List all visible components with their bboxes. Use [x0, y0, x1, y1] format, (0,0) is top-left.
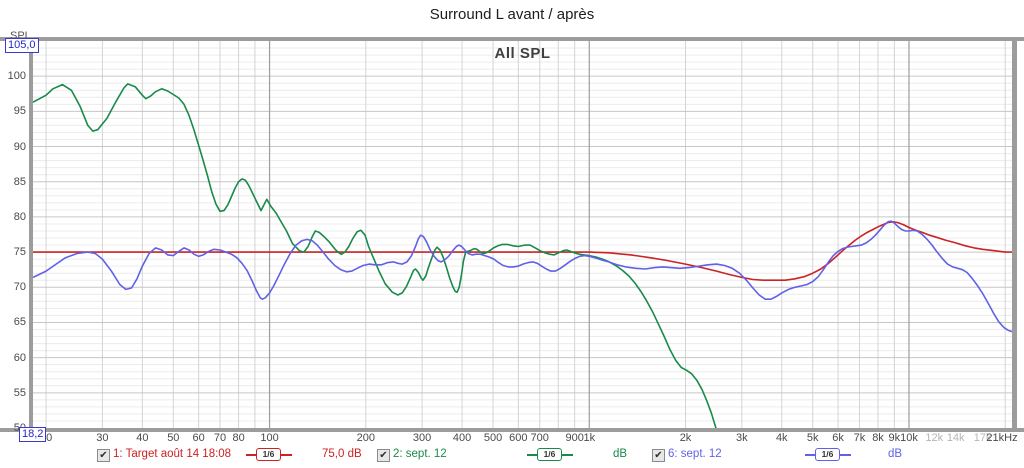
x-tick-label: 17k	[973, 432, 992, 444]
trace-line-sample: 1/6	[246, 448, 292, 462]
trace-3	[33, 220, 1012, 333]
trace-label: 2: sept. 12	[393, 448, 447, 460]
x-tick-label: 7k	[853, 432, 866, 444]
x-tick-label: 600	[509, 432, 528, 444]
smoothing-box[interactable]: 1/6	[256, 448, 281, 461]
x-tick-label: 100	[260, 432, 279, 444]
trace-value: dB	[613, 448, 628, 460]
trace-line-sample: 1/6	[527, 448, 573, 462]
smoothing-box[interactable]: 1/6	[815, 448, 840, 461]
x-tick-label: 300	[412, 432, 432, 444]
trace-value: dB	[888, 448, 903, 460]
x-tick-label: 6k	[832, 432, 844, 444]
x-tick-label: 14k	[946, 432, 965, 444]
y-tick-label: 55	[13, 386, 26, 399]
x-tick-label: 400	[452, 432, 472, 444]
y-tick-label: 60	[13, 351, 26, 364]
x-tick-label: 700	[530, 432, 549, 444]
y-tick-label: 90	[13, 140, 26, 153]
y-tick-label: 95	[13, 105, 26, 118]
trace-checkbox[interactable]: ✔	[97, 449, 110, 462]
x-axis-min-input[interactable]: 18,2	[19, 427, 47, 442]
trace-2	[33, 83, 717, 428]
x-tick-label: 10k	[900, 432, 918, 444]
x-tick-label: 8k	[872, 432, 884, 444]
x-tick-label: 12k	[925, 432, 944, 444]
x-tick-label: 40	[136, 432, 149, 444]
x-tick-label: 2k	[679, 432, 692, 444]
x-tick-label: 1k	[583, 432, 596, 444]
x-tick-label: 60	[192, 432, 205, 444]
trace-checkbox[interactable]: ✔	[377, 449, 390, 462]
trace-1	[33, 221, 1012, 281]
trace-label: 6: sept. 12	[668, 448, 722, 460]
x-tick-label: 900	[565, 432, 584, 444]
x-tick-label: 4k	[775, 432, 788, 444]
x-tick-label: 9k	[888, 432, 901, 444]
y-tick-label: 80	[13, 210, 26, 223]
chart-title: All SPL	[494, 45, 551, 62]
y-tick-label: 70	[13, 281, 26, 294]
page-title: Surround L avant / après	[429, 6, 595, 23]
x-tick-label: 80	[232, 432, 245, 444]
y-tick-label: 75	[13, 246, 26, 259]
x-tick-label: 3k	[736, 432, 748, 444]
x-tick-label: 30	[96, 432, 109, 444]
smoothing-box[interactable]: 1/6	[537, 448, 562, 461]
plot-area	[33, 41, 1012, 428]
trace-label: 1: Target août 14 18:08	[113, 448, 232, 460]
y-axis-max-input[interactable]: 105,0	[5, 38, 39, 53]
y-tick-label: 85	[13, 175, 26, 188]
x-tick-label: 50	[167, 432, 180, 444]
trace-checkbox[interactable]: ✔	[652, 449, 665, 462]
x-tick-label: 5k	[806, 432, 819, 444]
x-tick-label: 500	[483, 432, 503, 444]
x-tick-label: 21kHz	[986, 432, 1018, 444]
y-tick-label: 100	[7, 70, 26, 83]
y-tick-label: 65	[13, 316, 26, 329]
frame-border-right	[1012, 37, 1017, 432]
frame-border-bottom	[0, 428, 1024, 432]
trace-value: 75,0 dB	[322, 448, 362, 460]
frame-border-top	[0, 37, 1024, 41]
trace-line-sample: 1/6	[805, 448, 851, 462]
frame-border-left	[29, 37, 33, 432]
x-tick-label: 70	[213, 432, 227, 444]
x-tick-label: 200	[356, 432, 375, 444]
